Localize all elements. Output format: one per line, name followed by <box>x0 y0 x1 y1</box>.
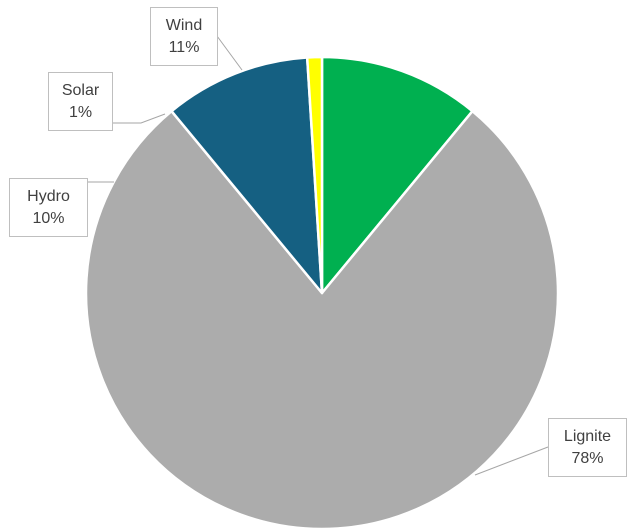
data-label-wind: Wind 11% <box>150 7 218 66</box>
data-label-category: Hydro <box>27 188 70 205</box>
data-label-box <box>9 178 88 237</box>
data-label-value: 10% <box>32 210 64 227</box>
data-label-value: 1% <box>69 104 92 121</box>
pie-slice-lignite <box>84 109 560 531</box>
pie-slice-wind <box>320 55 474 295</box>
data-label-value: 78% <box>571 450 603 467</box>
data-label-box <box>48 72 113 131</box>
data-label-lignite: Lignite 78% <box>548 418 627 477</box>
data-label-box <box>150 7 218 66</box>
data-label-category: Lignite <box>564 428 611 445</box>
data-label-solar: Solar 1% <box>48 72 113 131</box>
leader-line-solar <box>112 113 166 124</box>
data-label-hydro: Hydro 10% <box>9 178 88 237</box>
data-label-value: 11% <box>169 39 200 56</box>
pie-slice-solar <box>305 55 324 295</box>
leader-line-wind <box>216 35 243 71</box>
pie-slices <box>84 55 560 531</box>
leader-line-lignite <box>474 446 549 476</box>
pie-slice-hydro <box>170 56 324 295</box>
data-label-category: Solar <box>62 82 100 99</box>
data-label-category: Wind <box>166 17 202 34</box>
